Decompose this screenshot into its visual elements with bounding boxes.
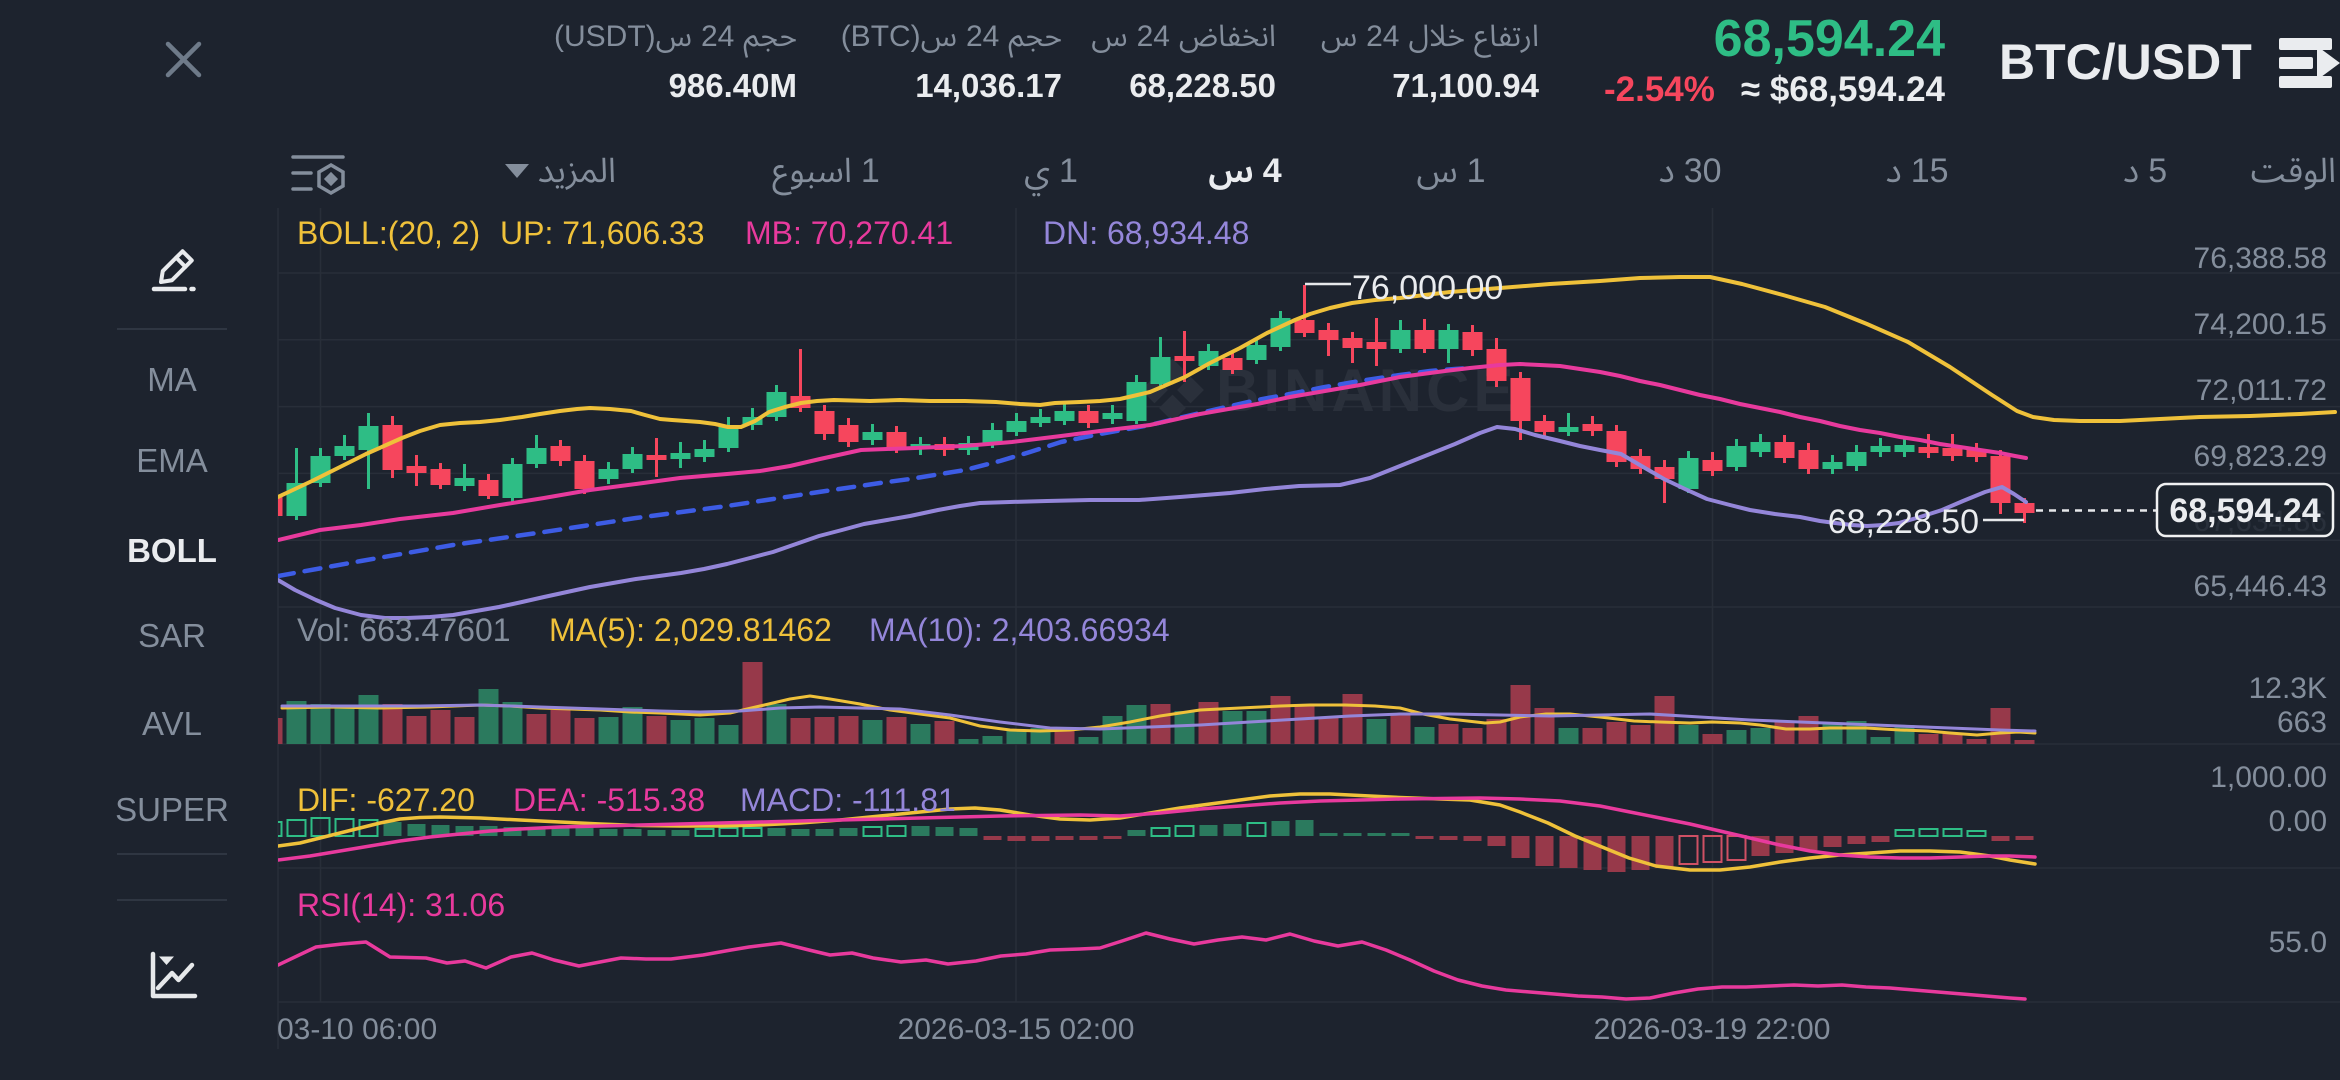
svg-text:24: 24 xyxy=(1137,20,1170,53)
svg-text:SUPER: SUPER xyxy=(115,791,229,828)
svg-text:74,200.15: 74,200.15 xyxy=(2194,308,2327,341)
svg-text:30: 30 xyxy=(1684,152,1722,190)
svg-text:UP: 71,606.33: UP: 71,606.33 xyxy=(500,215,705,251)
svg-text:65,446.43: 65,446.43 xyxy=(2194,570,2327,603)
svg-text:76,388.58: 76,388.58 xyxy=(2194,242,2327,275)
svg-text:68,594.24: 68,594.24 xyxy=(2169,492,2320,530)
svg-text:-2.54%: -2.54% xyxy=(1604,70,1715,109)
svg-text:BTC/USDT: BTC/USDT xyxy=(1999,34,2252,90)
svg-text:1: 1 xyxy=(1467,152,1486,190)
svg-text:68,228.50: 68,228.50 xyxy=(1129,67,1276,104)
svg-text:663: 663 xyxy=(2277,706,2327,739)
svg-text:BOLL: BOLL xyxy=(127,532,217,569)
svg-text:MA: MA xyxy=(147,361,197,398)
svg-text:5: 5 xyxy=(2148,152,2167,190)
svg-text:24: 24 xyxy=(1366,20,1399,53)
svg-text:15: 15 xyxy=(1911,152,1949,190)
svg-text:(USDT): (USDT) xyxy=(554,20,656,53)
svg-text:12.3K: 12.3K xyxy=(2249,672,2327,705)
svg-text:0.00: 0.00 xyxy=(2269,805,2327,838)
svg-text:4: 4 xyxy=(1263,152,1282,190)
svg-text:24: 24 xyxy=(966,20,999,53)
svg-text:72,011.72: 72,011.72 xyxy=(2196,374,2327,407)
svg-text:71,100.94: 71,100.94 xyxy=(1392,67,1539,104)
svg-text:68,228.50: 68,228.50 xyxy=(1828,503,1979,541)
svg-text:RSI(14): 31.06: RSI(14): 31.06 xyxy=(297,887,505,923)
svg-text:MA(5): 2,029.81462: MA(5): 2,029.81462 xyxy=(549,612,832,648)
svg-text:2026-03-19 22:00: 2026-03-19 22:00 xyxy=(1594,1013,1831,1046)
svg-text:DIF: -627.20: DIF: -627.20 xyxy=(297,782,475,818)
svg-text:MA(10): 2,403.66934: MA(10): 2,403.66934 xyxy=(869,612,1170,648)
svg-text:DEA: -515.38: DEA: -515.38 xyxy=(513,782,705,818)
svg-text:≈ $68,594.24: ≈ $68,594.24 xyxy=(1741,70,1946,109)
svg-text:1: 1 xyxy=(861,152,880,190)
svg-text:1,000.00: 1,000.00 xyxy=(2210,761,2327,794)
svg-text:AVL: AVL xyxy=(142,705,202,742)
svg-text:MB: 70,270.41: MB: 70,270.41 xyxy=(745,215,953,251)
svg-text:Vol: 663.47601: Vol: 663.47601 xyxy=(297,612,511,648)
svg-text:69,823.29: 69,823.29 xyxy=(2194,440,2327,473)
svg-text:03-10 06:00: 03-10 06:00 xyxy=(277,1013,437,1046)
svg-text:DN: 68,934.48: DN: 68,934.48 xyxy=(1043,215,1249,251)
svg-text:55.0: 55.0 xyxy=(2269,926,2327,959)
svg-text:1: 1 xyxy=(1059,152,1078,190)
svg-text:2026-03-15 02:00: 2026-03-15 02:00 xyxy=(898,1013,1135,1046)
svg-text:EMA: EMA xyxy=(136,442,208,479)
svg-text:BOLL:(20, 2): BOLL:(20, 2) xyxy=(297,215,480,251)
svg-text:986.40M: 986.40M xyxy=(669,67,797,104)
svg-text:24: 24 xyxy=(701,20,734,53)
svg-text:MACD: -111.81: MACD: -111.81 xyxy=(740,782,956,818)
svg-text:(BTC): (BTC) xyxy=(841,20,921,53)
svg-text:76,000.00: 76,000.00 xyxy=(1352,269,1503,307)
svg-text:68,594.24: 68,594.24 xyxy=(1714,10,1945,68)
svg-text:14,036.17: 14,036.17 xyxy=(915,67,1062,104)
svg-text:SAR: SAR xyxy=(138,617,206,654)
